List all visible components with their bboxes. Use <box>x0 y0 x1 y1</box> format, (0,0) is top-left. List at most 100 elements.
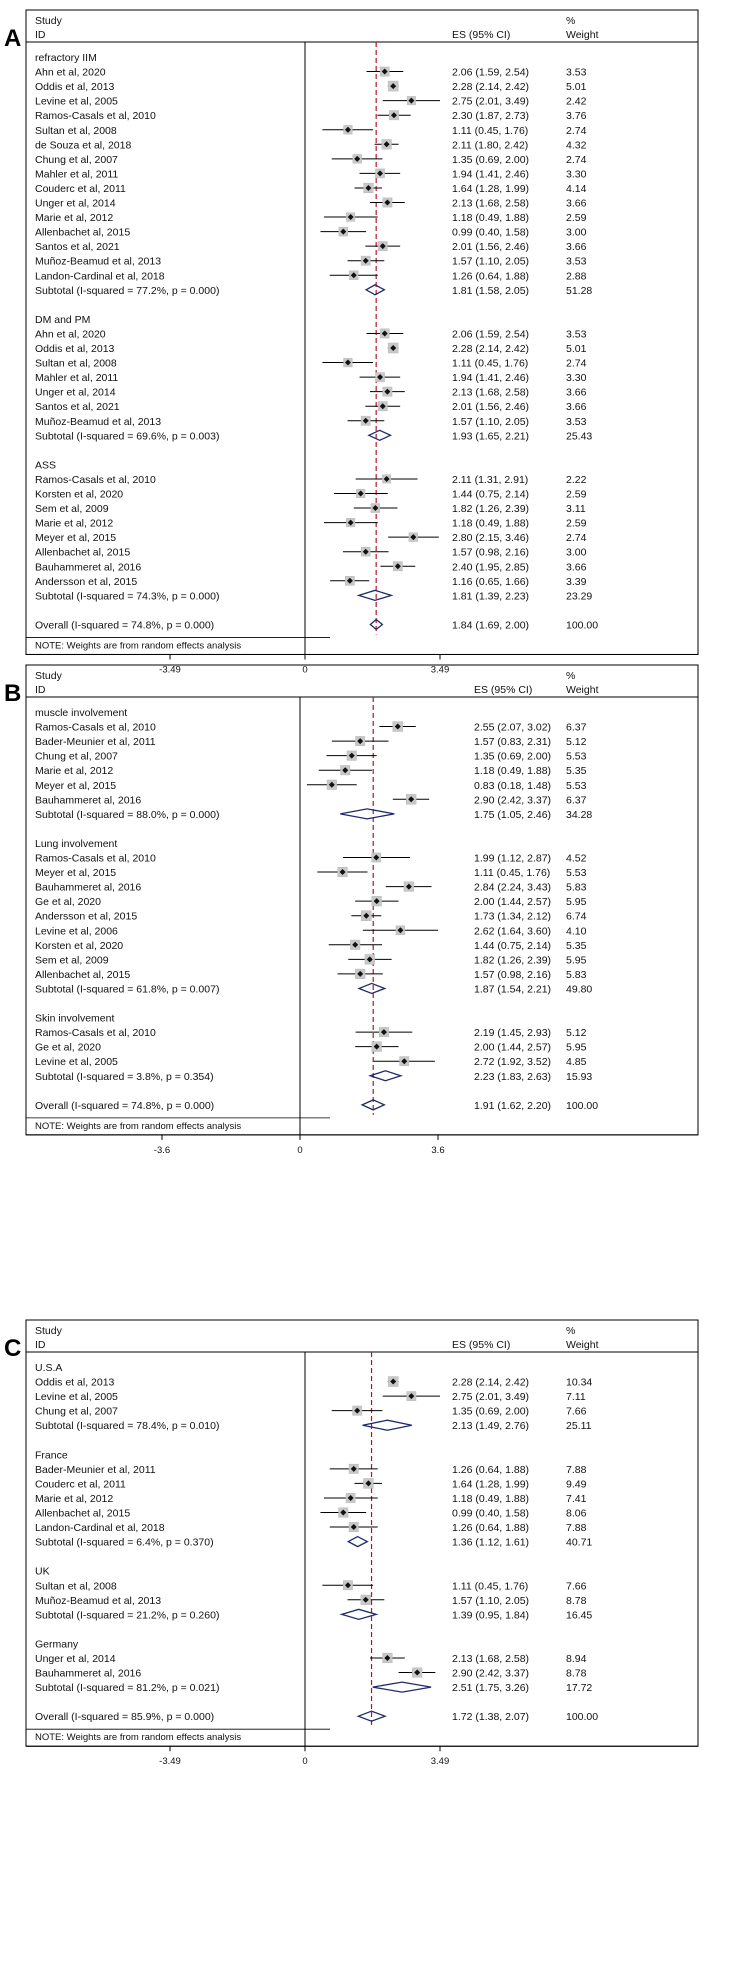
study-point-estimate <box>362 548 369 555</box>
study-es-ci: 1.11 (0.45, 1.76) <box>452 1580 528 1592</box>
study-weight: 5.83 <box>566 969 587 981</box>
study-label: Ramos-Casals et al, 2010 <box>35 110 156 122</box>
study-es-ci: 1.99 (1.12, 2.87) <box>474 853 551 865</box>
study-point-estimate <box>365 1480 372 1487</box>
study-label: Oddis et al, 2013 <box>35 343 115 355</box>
study-weight: 7.88 <box>566 1464 587 1476</box>
study-es-ci: 2.06 (1.59, 2.54) <box>452 67 529 79</box>
study-es-ci: 1.82 (1.26, 2.39) <box>474 954 551 966</box>
header-weight: Weight <box>566 684 599 696</box>
study-point-estimate <box>408 796 415 803</box>
study-point-estimate <box>394 723 401 730</box>
study-weight: 3.66 <box>566 241 587 253</box>
group-label: refractory IIM <box>35 52 97 64</box>
panel-letter: B <box>4 680 21 707</box>
x-axis-tick-label: -3.49 <box>159 1756 181 1767</box>
subtotal-es-ci: 2.23 (1.83, 2.63) <box>474 1071 551 1083</box>
study-label: Ramos-Casals et al, 2010 <box>35 722 156 734</box>
forest-plot-panel-b: B Study ID ES (95% CI)% Weight muscle involve… <box>0 655 737 1167</box>
study-label: Couderc et al, 2011 <box>35 183 126 195</box>
study-label: Bauhammeret al, 2016 <box>35 1668 141 1680</box>
subtotal-weight: 34.28 <box>566 809 592 821</box>
study-weight: 3.53 <box>566 328 587 340</box>
subtotal-es-ci: 2.51 (1.75, 3.26) <box>452 1682 529 1694</box>
study-es-ci: 1.35 (0.69, 2.00) <box>474 751 551 763</box>
study-point-estimate <box>354 155 361 162</box>
subtotal-weight: 17.72 <box>566 1682 592 1694</box>
study-label: Ramos-Casals et al, 2010 <box>35 853 156 865</box>
study-es-ci: 2.75 (2.01, 3.49) <box>452 96 529 108</box>
subtotal-label: Subtotal (I-squared = 6.4%, p = 0.370) <box>35 1537 214 1549</box>
group-label: UK <box>35 1566 50 1578</box>
study-weight: 5.53 <box>566 751 587 763</box>
study-label: Marie et al, 2012 <box>35 212 113 224</box>
subtotal-weight: 49.80 <box>566 983 592 995</box>
study-label: Levine et al, 2006 <box>35 925 118 937</box>
group-label: ASS <box>35 459 56 471</box>
study-label: Muñoz-Beamud et al, 2013 <box>35 416 161 428</box>
study-es-ci: 1.64 (1.28, 1.99) <box>452 183 529 195</box>
study-es-ci: 1.35 (0.69, 2.00) <box>452 1406 529 1418</box>
study-point-estimate <box>372 505 379 512</box>
study-weight: 5.12 <box>566 736 587 748</box>
group-label: Lung involvement <box>35 838 117 850</box>
study-weight: 5.01 <box>566 343 587 355</box>
study-point-estimate <box>373 898 380 905</box>
study-es-ci: 2.30 (1.87, 2.73) <box>452 110 529 122</box>
study-es-ci: 2.28 (2.14, 2.42) <box>452 81 529 93</box>
study-es-ci: 2.00 (1.44, 2.57) <box>474 896 551 908</box>
subtotal-diamond <box>339 1608 379 1621</box>
x-axis-tick-label: -3.49 <box>159 664 181 675</box>
study-es-ci: 0.83 (0.18, 1.48) <box>474 780 551 792</box>
study-label: Santos et al, 2021 <box>35 401 120 413</box>
study-es-ci: 2.90 (2.42, 3.37) <box>474 794 551 806</box>
study-label: Levine et al, 2005 <box>35 96 118 108</box>
study-label: Meyer et al, 2015 <box>35 780 116 792</box>
study-label: Andersson et al, 2015 <box>35 911 137 923</box>
overall-es-ci: 1.72 (1.38, 2.07) <box>452 1711 529 1723</box>
study-weight: 5.35 <box>566 765 587 777</box>
footnote: NOTE: Weights are from random effects an… <box>35 640 241 651</box>
overall-diamond <box>369 618 384 631</box>
study-point-estimate <box>362 417 369 424</box>
study-weight: 5.95 <box>566 954 587 966</box>
study-es-ci: 1.82 (1.26, 2.39) <box>452 503 529 515</box>
study-es-ci: 1.26 (0.64, 1.88) <box>452 270 529 282</box>
study-label: Ge et al, 2020 <box>35 896 101 908</box>
study-es-ci: 2.40 (1.95, 2.85) <box>452 561 529 573</box>
subtotal-diamond <box>346 1535 369 1548</box>
study-weight: 7.66 <box>566 1580 587 1592</box>
subtotal-es-ci: 1.75 (1.05, 2.46) <box>474 809 551 821</box>
study-point-estimate <box>397 927 404 934</box>
group-label: muscle involvement <box>35 707 127 719</box>
study-point-estimate <box>408 1393 415 1400</box>
study-weight: 5.83 <box>566 882 587 894</box>
study-point-estimate <box>354 1407 361 1414</box>
study-es-ci: 2.28 (2.14, 2.42) <box>452 1377 529 1389</box>
study-label: Unger et al, 2014 <box>35 387 116 399</box>
study-weight: 3.66 <box>566 401 587 413</box>
study-es-ci: 2.13 (1.68, 2.58) <box>452 1653 529 1665</box>
study-weight: 3.30 <box>566 168 587 180</box>
study-weight: 3.00 <box>566 547 587 559</box>
study-weight: 5.53 <box>566 780 587 792</box>
subtotal-weight: 40.71 <box>566 1537 592 1549</box>
x-axis-tick-label: 3.49 <box>431 664 450 675</box>
study-label: Chung et al, 2007 <box>35 751 118 763</box>
study-es-ci: 1.18 (0.49, 1.88) <box>452 212 529 224</box>
study-point-estimate <box>366 956 373 963</box>
study-label: Allenbachet al, 2015 <box>35 1508 130 1520</box>
study-point-estimate <box>350 1524 357 1531</box>
study-es-ci: 1.11 (0.45, 1.76) <box>474 867 550 879</box>
study-label: Andersson et al, 2015 <box>35 576 137 588</box>
overall-label: Overall (I-squared = 74.8%, p = 0.000) <box>35 1100 214 1112</box>
study-es-ci: 2.28 (2.14, 2.42) <box>452 343 529 355</box>
study-es-ci: 2.19 (1.45, 2.93) <box>474 1027 551 1039</box>
study-es-ci: 0.99 (0.40, 1.58) <box>452 227 529 239</box>
study-label: Levine et al, 2005 <box>35 1391 118 1403</box>
study-es-ci: 2.01 (1.56, 2.46) <box>452 241 529 253</box>
study-es-ci: 1.44 (0.75, 2.14) <box>474 940 551 952</box>
study-point-estimate <box>414 1669 421 1676</box>
study-es-ci: 1.64 (1.28, 1.99) <box>452 1478 529 1490</box>
subtotal-diamond <box>357 982 387 995</box>
